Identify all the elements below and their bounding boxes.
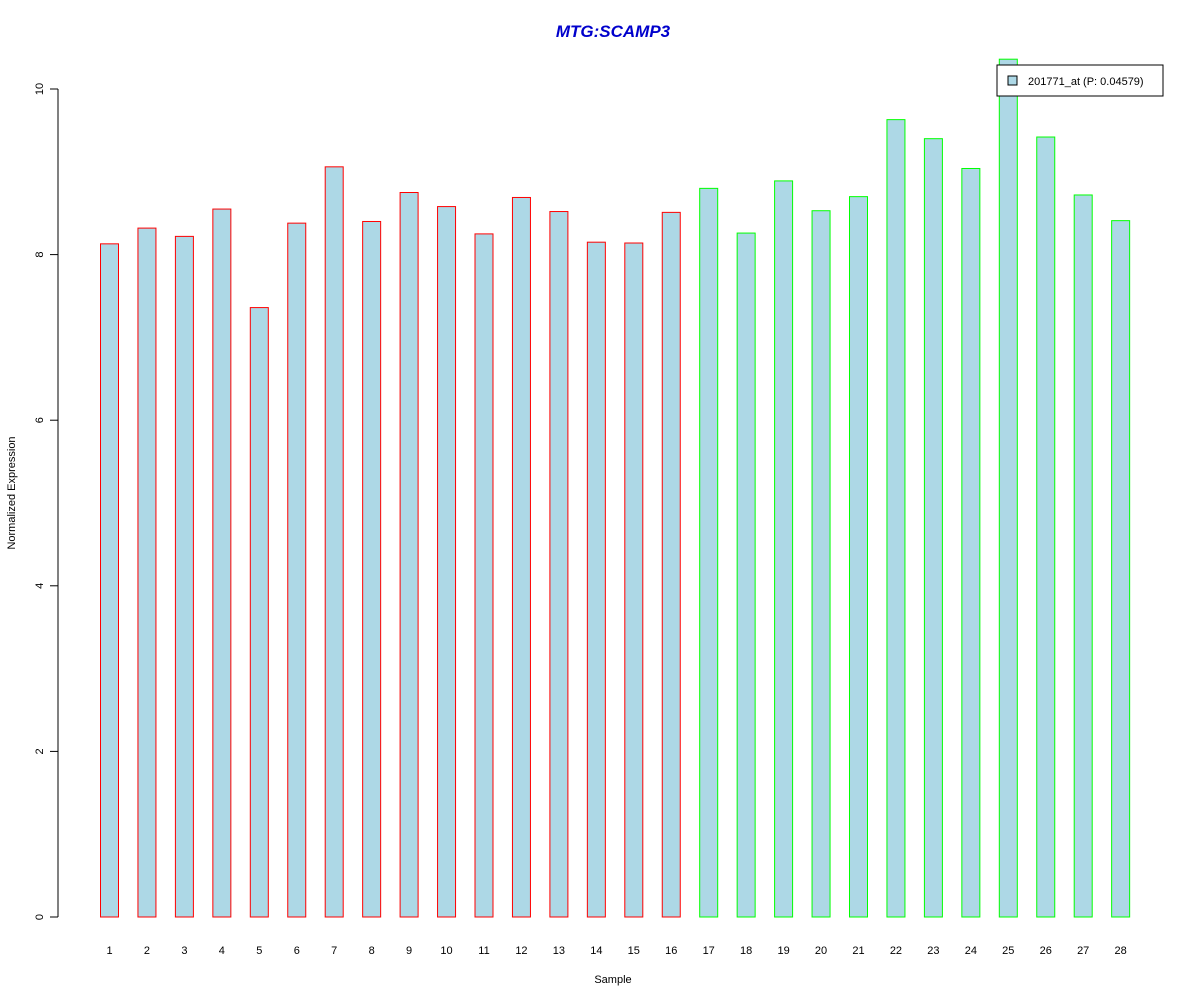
bar-sample-8 xyxy=(362,220,382,918)
x-tick-label: 15 xyxy=(628,945,640,957)
bar-sample-18 xyxy=(736,232,756,918)
bar-sample-27 xyxy=(1073,194,1093,918)
x-tick-label: 9 xyxy=(406,945,412,957)
bar-sample-25 xyxy=(998,58,1018,918)
x-tick-label: 14 xyxy=(590,945,602,957)
bar-sample-5 xyxy=(249,307,269,918)
bar-sample-11 xyxy=(474,233,494,918)
y-tick-label: 10 xyxy=(34,83,46,95)
bar-sample-13 xyxy=(549,211,569,918)
x-tick-label: 3 xyxy=(181,945,187,957)
x-tick-label: 25 xyxy=(1002,945,1014,957)
bar-sample-4 xyxy=(212,208,232,918)
x-tick-label: 2 xyxy=(144,945,150,957)
x-tick-label: 11 xyxy=(478,945,489,957)
x-tick-label: 26 xyxy=(1040,945,1052,957)
bar-sample-26 xyxy=(1036,136,1056,918)
bar-sample-6 xyxy=(287,222,307,918)
bar-sample-23 xyxy=(923,138,943,918)
x-tick-label: 7 xyxy=(331,945,337,957)
bar-sample-16 xyxy=(661,211,681,918)
bar-sample-9 xyxy=(399,192,419,918)
x-tick-labels: 1 2 3 4 5 6 7 8 9 10 11 12 13 14 15 16 17 18 19 20 21 22 23 24 2… xyxy=(106,945,1126,957)
bars-group xyxy=(100,58,1131,918)
legend: 201771_at (P: 0.04579) xyxy=(996,64,1164,97)
bar-sample-14 xyxy=(586,241,606,918)
chart-title: MTG:SCAMP3 xyxy=(556,22,671,41)
y-axis: 0 2 4 6 8 10 xyxy=(34,83,59,920)
x-tick-label: 18 xyxy=(740,945,752,957)
bar-sample-22 xyxy=(886,119,906,918)
bar-sample-3 xyxy=(174,235,194,918)
bar-sample-15 xyxy=(624,242,644,918)
x-tick-label: 17 xyxy=(703,945,715,957)
legend-swatch xyxy=(1007,75,1018,86)
legend-box xyxy=(996,64,1164,97)
bar-sample-28 xyxy=(1111,220,1131,918)
y-tick-label: 0 xyxy=(34,914,46,920)
bar-sample-2 xyxy=(137,227,157,918)
bar-sample-12 xyxy=(511,196,531,918)
bar-sample-10 xyxy=(437,206,457,918)
x-tick-label: 27 xyxy=(1077,945,1089,957)
x-tick-label: 22 xyxy=(890,945,902,957)
x-tick-label: 5 xyxy=(256,945,262,957)
x-tick-label: 24 xyxy=(965,945,977,957)
bar-sample-1 xyxy=(100,243,119,918)
bar-sample-20 xyxy=(811,210,831,918)
legend-label: 201771_at (P: 0.04579) xyxy=(1028,76,1144,88)
x-tick-label: 28 xyxy=(1115,945,1127,957)
x-tick-label: 19 xyxy=(777,945,789,957)
bar-sample-19 xyxy=(774,180,794,918)
y-tick-label: 4 xyxy=(34,583,46,589)
x-axis-label: Sample xyxy=(594,974,631,986)
x-tick-label: 23 xyxy=(927,945,939,957)
y-tick-label: 2 xyxy=(34,748,46,754)
y-axis-label: Normalized Expression xyxy=(6,436,18,549)
x-tick-label: 1 xyxy=(106,945,112,957)
x-tick-label: 12 xyxy=(515,945,527,957)
x-tick-label: 10 xyxy=(440,945,452,957)
bar-sample-17 xyxy=(699,187,719,918)
x-tick-label: 8 xyxy=(369,945,375,957)
x-tick-label: 20 xyxy=(815,945,827,957)
x-tick-label: 16 xyxy=(665,945,677,957)
x-tick-label: 4 xyxy=(219,945,225,957)
y-tick-label: 6 xyxy=(34,417,46,423)
x-tick-label: 13 xyxy=(553,945,565,957)
x-tick-label: 21 xyxy=(852,945,864,957)
y-tick-label: 8 xyxy=(34,252,46,258)
bar-sample-21 xyxy=(849,196,868,918)
x-tick-label: 6 xyxy=(294,945,300,957)
bar-sample-24 xyxy=(961,167,981,918)
bar-sample-7 xyxy=(324,166,344,918)
